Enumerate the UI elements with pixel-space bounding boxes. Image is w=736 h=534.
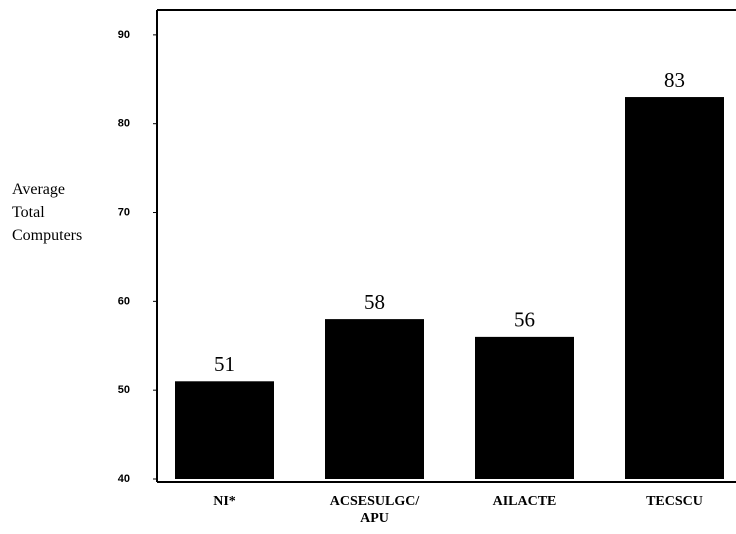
x-tick-label: AILACTE <box>493 494 557 509</box>
y-tick-label: 80 <box>118 118 130 130</box>
bar <box>325 319 424 479</box>
bar <box>625 97 724 479</box>
y-axis-label: Average Total Computers <box>12 181 82 244</box>
value-label: 58 <box>364 290 385 314</box>
value-label: 51 <box>214 352 235 376</box>
x-tick-label: NI* <box>213 494 236 509</box>
value-label: 83 <box>664 68 685 92</box>
y-tick-label: 40 <box>118 473 130 485</box>
y-tick-label: 70 <box>118 206 130 218</box>
y-tick-label: 90 <box>118 29 130 41</box>
x-tick-label: ACSESULGC/APU <box>330 494 421 526</box>
value-label: 56 <box>514 308 535 332</box>
x-tick-label: TECSCU <box>646 494 703 509</box>
y-tick-label: 50 <box>118 384 130 396</box>
y-tick-label: 60 <box>118 295 130 307</box>
bar <box>175 381 274 479</box>
bar <box>475 336 574 479</box>
